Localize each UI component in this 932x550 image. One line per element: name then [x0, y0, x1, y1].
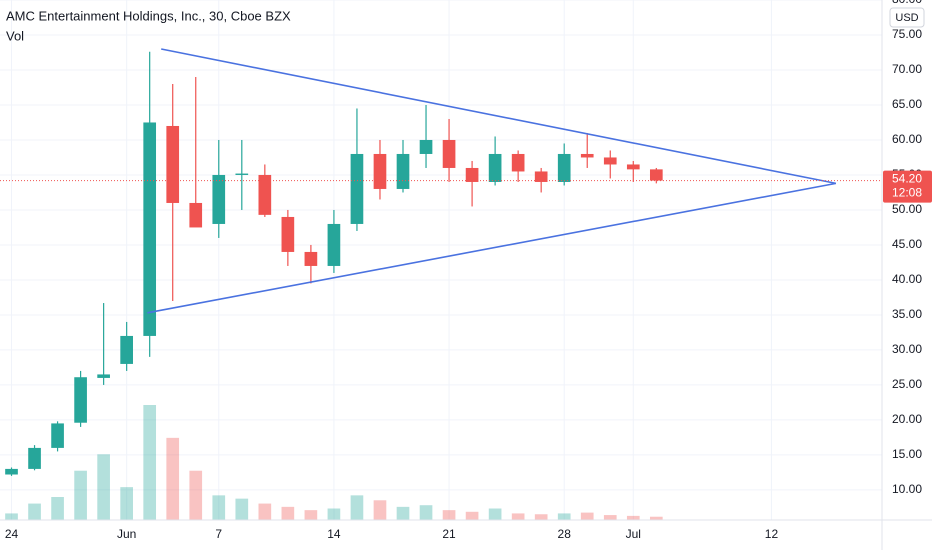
candle-body — [281, 216, 295, 252]
candle-body — [327, 223, 341, 266]
candle-body — [557, 153, 571, 182]
volume-bar — [534, 514, 548, 520]
countdown-label: 12:08 — [892, 186, 922, 200]
y-tick-label: 10.00 — [892, 482, 922, 496]
volume-bar — [143, 405, 157, 520]
volume-bar — [281, 506, 295, 520]
volume-bar — [51, 497, 64, 520]
candle-body — [143, 122, 157, 336]
y-tick-label: 50.00 — [892, 202, 922, 216]
volume-bar — [120, 487, 133, 520]
candle-body — [534, 171, 548, 182]
volume-bar — [74, 470, 87, 520]
trendline — [147, 182, 837, 314]
volume-bar — [465, 511, 479, 520]
candle-body — [649, 169, 663, 181]
x-tick-label: Jul — [626, 527, 641, 541]
candle-body — [488, 153, 502, 182]
volume-bar — [97, 454, 110, 520]
volume-bar — [580, 512, 594, 520]
y-tick-label: 25.00 — [892, 377, 922, 391]
volume-bar — [235, 498, 249, 520]
volume-bar — [419, 505, 433, 520]
volume-bar — [327, 508, 341, 520]
volume-bar — [189, 470, 203, 520]
y-tick-label: 80.00 — [892, 0, 922, 6]
volume-bar — [304, 510, 318, 520]
volume-bar — [166, 437, 180, 520]
y-tick-label: 65.00 — [892, 97, 922, 111]
candle-body — [28, 447, 41, 469]
volume-bar — [373, 500, 387, 520]
candle-body — [603, 157, 617, 165]
volume-bar — [511, 513, 525, 520]
volume-bar — [488, 508, 502, 520]
candle-body — [626, 164, 640, 170]
candle-body — [74, 377, 87, 423]
candle-body — [442, 139, 456, 168]
y-tick-label: 40.00 — [892, 272, 922, 286]
y-tick-label: 60.00 — [892, 132, 922, 146]
last-price-box — [883, 170, 932, 203]
volume-bar — [557, 513, 571, 520]
y-tick-label: 45.00 — [892, 237, 922, 251]
candle-body — [51, 423, 64, 448]
volume-bar — [649, 516, 663, 520]
x-tick-label: 14 — [327, 527, 341, 541]
y-tick-label: 15.00 — [892, 447, 922, 461]
volume-bar — [28, 503, 41, 520]
y-tick-label: 75.00 — [892, 27, 922, 41]
candle-body — [5, 468, 18, 475]
volume-bar — [603, 515, 617, 520]
y-tick-label: 30.00 — [892, 342, 922, 356]
x-tick-label: 24 — [5, 527, 19, 541]
candle-body — [373, 153, 387, 189]
chart-title: AMC Entertainment Holdings, Inc., 30, Cb… — [6, 8, 291, 23]
candle-body — [396, 153, 410, 189]
candle-body — [212, 174, 226, 224]
volume-bar — [212, 495, 226, 520]
x-tick-label: 21 — [442, 527, 456, 541]
volume-bar — [396, 506, 410, 520]
candle-body — [419, 139, 433, 154]
last-price-label: 54.20 — [892, 172, 922, 186]
candle-body — [120, 335, 133, 364]
currency-box[interactable] — [889, 7, 925, 28]
candle-body — [465, 167, 479, 182]
candle-body — [166, 125, 180, 203]
volume-bar — [626, 515, 640, 520]
x-tick-label: 7 — [215, 527, 222, 541]
x-tick-label: Jun — [117, 527, 136, 541]
candle-body — [97, 374, 110, 378]
candle-body — [235, 173, 249, 175]
y-tick-label: 35.00 — [892, 307, 922, 321]
volume-bar — [258, 503, 272, 520]
volume-label: Vol — [6, 28, 24, 43]
volume-bar — [5, 513, 18, 520]
candle-body — [511, 153, 525, 172]
candle-body — [258, 174, 272, 215]
candle-body — [350, 153, 364, 224]
candle-body — [304, 251, 318, 266]
x-tick-label: 12 — [765, 527, 779, 541]
volume-bar — [350, 495, 364, 520]
candle-body — [580, 153, 594, 158]
x-tick-label: 28 — [558, 527, 572, 541]
y-tick-label: 70.00 — [892, 62, 922, 76]
trendline — [161, 48, 837, 185]
y-tick-label: 20.00 — [892, 412, 922, 426]
volume-bar — [442, 510, 456, 520]
currency: USD — [895, 12, 918, 24]
candle-body — [189, 202, 203, 228]
